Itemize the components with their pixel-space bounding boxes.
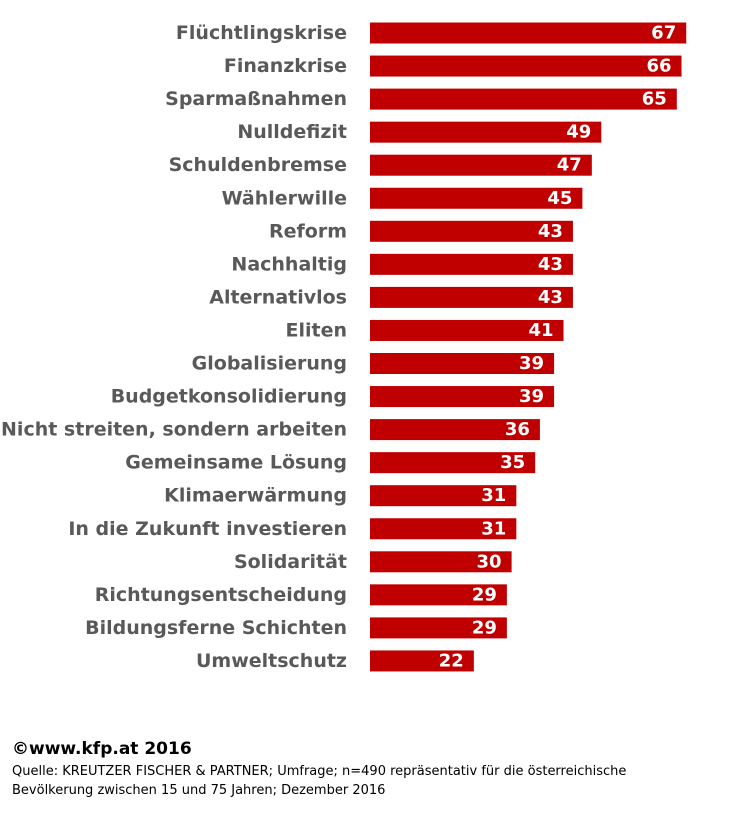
bar [370, 650, 474, 672]
category-label: Nachhaltig [231, 253, 347, 275]
bar [370, 88, 677, 110]
bar [370, 220, 573, 242]
value-label: 45 [547, 188, 572, 209]
bar-chart: Flüchtlingskrise Finanzkrise Sparmaßnahmen… [1, 22, 687, 672]
category-label: Umweltschutz [196, 650, 347, 672]
bars [370, 22, 687, 672]
bar [370, 518, 517, 540]
bar [370, 55, 682, 77]
bar [370, 22, 687, 44]
value-label: 65 [642, 89, 667, 110]
category-labels: Flüchtlingskrise Finanzkrise Sparmaßnahmen… [1, 22, 347, 672]
value-label: 39 [519, 353, 544, 374]
value-labels: 67 66 65 49 47 45 43 43 43 41 39 39 36 35 31 31 30 29 29 22 [439, 23, 676, 672]
bar [370, 187, 583, 209]
category-label: In die Zukunft investieren [68, 518, 347, 540]
category-label: Schuldenbremse [169, 154, 347, 176]
value-label: 43 [538, 254, 563, 275]
category-label: Alternativlos [209, 286, 347, 308]
value-label: 29 [472, 584, 497, 605]
source-line-2: Bevölkerung zwischen 15 und 75 Jahren; D… [12, 783, 386, 798]
value-label: 30 [477, 551, 502, 572]
bar [370, 551, 512, 573]
category-label: Reform [269, 220, 347, 242]
value-label: 22 [439, 650, 464, 671]
value-label: 41 [528, 320, 553, 341]
category-label: Klimaerwärmung [164, 485, 347, 507]
category-label: Globalisierung [192, 353, 347, 375]
value-label: 67 [651, 23, 676, 44]
bar [370, 154, 592, 176]
category-label: Eliten [286, 319, 348, 341]
value-label: 29 [472, 617, 497, 638]
bar [370, 121, 602, 143]
value-label: 43 [538, 221, 563, 242]
bar [370, 353, 555, 374]
value-label: 39 [519, 386, 544, 407]
bar [370, 386, 555, 408]
category-label: Gemeinsame Lösung [125, 452, 347, 474]
source-line-1: Quelle: KREUTZER FISCHER & PARTNER; Umfr… [12, 764, 627, 779]
category-label: Richtungsentscheidung [95, 584, 347, 606]
value-label: 36 [505, 419, 530, 440]
value-label: 47 [557, 155, 582, 176]
category-label: Nicht streiten, sondern arbeiten [1, 419, 347, 441]
value-label: 43 [538, 287, 563, 308]
category-label: Finanzkrise [224, 55, 347, 77]
value-label: 31 [481, 485, 506, 506]
bar [370, 584, 507, 606]
value-label: 31 [481, 518, 506, 539]
footer: ©www.kfp.at 2016 Quelle: KREUTZER FISCHE… [12, 738, 727, 800]
bar [370, 485, 517, 507]
bar [370, 617, 507, 639]
category-label: Flüchtlingskrise [176, 22, 347, 44]
value-label: 35 [500, 452, 525, 473]
value-label: 66 [646, 56, 671, 77]
bar [370, 319, 564, 341]
copyright-text: ©www.kfp.at 2016 [12, 739, 192, 759]
bar [370, 253, 573, 275]
source-text: Quelle: KREUTZER FISCHER & PARTNER; Umfr… [12, 762, 727, 800]
category-label: Nulldefizit [237, 121, 347, 143]
bar [370, 452, 536, 474]
category-label: Solidarität [234, 551, 347, 573]
value-label: 49 [566, 122, 591, 143]
category-label: Bildungsferne Schichten [85, 617, 347, 639]
category-label: Budgetkonsolidierung [111, 386, 347, 408]
category-label: Sparmaßnahmen [165, 88, 347, 110]
bar [370, 419, 540, 441]
category-label: Wählerwille [222, 187, 347, 209]
bar [370, 286, 573, 308]
